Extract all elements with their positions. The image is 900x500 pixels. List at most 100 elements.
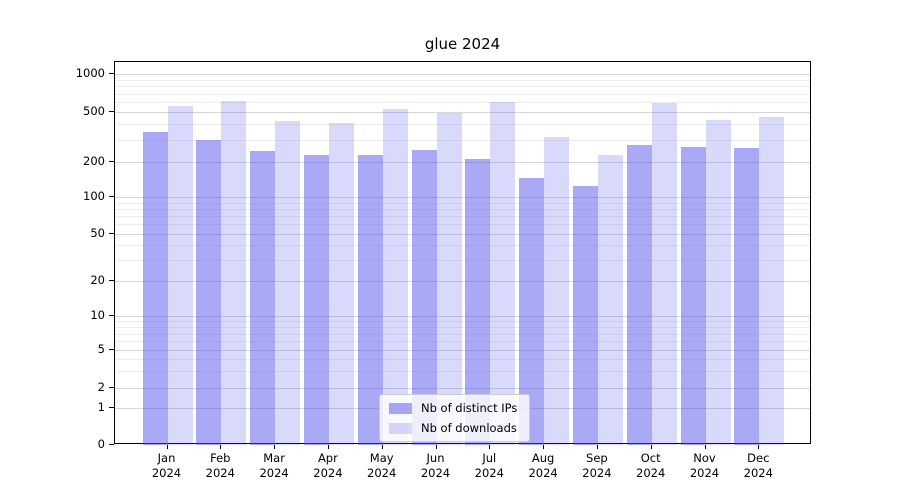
gridline-major <box>115 233 810 235</box>
bar-downloads <box>544 137 570 445</box>
x-tick-label-line: 2024 <box>259 466 289 480</box>
legend-swatch-downloads <box>389 422 412 434</box>
x-tick-label-line: Feb <box>210 451 231 465</box>
gridline-minor <box>115 260 810 262</box>
gridline-major <box>115 350 810 352</box>
x-tick-label-line: Sep <box>586 451 608 465</box>
x-tick-label: Feb 2024 <box>190 451 250 481</box>
bar-downloads <box>490 102 516 445</box>
bar-downloads <box>221 101 247 445</box>
x-tick-label-line: Aug <box>531 451 555 465</box>
x-tick-mark <box>704 445 706 449</box>
gridline-minor <box>115 359 810 361</box>
y-tick-mark <box>109 315 114 316</box>
y-tick-mark <box>109 444 114 445</box>
x-tick-label-line: May <box>369 451 394 465</box>
x-tick-label: Nov 2024 <box>675 451 735 481</box>
x-tick-label-line: 2024 <box>367 466 397 480</box>
x-tick-mark <box>327 445 329 449</box>
x-tick-label-line: Jun <box>426 451 445 465</box>
x-tick-label: Dec 2024 <box>728 451 788 481</box>
x-tick-label-line: 2024 <box>313 466 343 480</box>
x-tick-mark <box>435 445 437 449</box>
x-tick-label-line: 2024 <box>151 466 182 480</box>
y-tick-label: 20 <box>90 273 105 287</box>
bar-distinct-ips <box>680 147 706 445</box>
bar-distinct-ips <box>303 155 329 445</box>
x-tick-label-line: 2024 <box>582 466 612 480</box>
y-tick-label: 1000 <box>75 66 105 80</box>
x-tick-label: Jul 2024 <box>459 451 519 481</box>
x-tick-label-line: Dec <box>747 451 770 465</box>
x-tick-label-line: 2024 <box>689 466 720 480</box>
x-tick-label: May 2024 <box>352 451 412 481</box>
gridline-minor <box>115 139 810 141</box>
bar-distinct-ips <box>572 185 598 445</box>
gridline-major <box>115 281 810 282</box>
bar-downloads <box>382 109 408 445</box>
x-tick-mark <box>381 445 383 449</box>
gridline-minor <box>115 341 810 343</box>
gridline-minor <box>115 102 810 103</box>
legend-label: Nb of distinct IPs <box>421 401 518 415</box>
x-tick-label: Sep 2024 <box>567 451 627 481</box>
x-tick-mark <box>758 445 760 449</box>
bar-downloads <box>436 112 462 445</box>
gridline-minor <box>115 321 810 323</box>
y-tick-label: 5 <box>97 342 105 357</box>
y-tick-mark <box>109 196 114 197</box>
y-tick-label: 0 <box>97 437 105 451</box>
gridline-major <box>115 387 810 389</box>
bar-downloads <box>167 105 193 445</box>
legend-label: Nb of downloads <box>421 421 517 435</box>
x-tick-label-line: 2024 <box>743 466 773 480</box>
x-tick-label-line: Mar <box>263 451 285 465</box>
gridline-minor <box>115 202 810 204</box>
chart-title: glue 2024 <box>424 35 501 53</box>
y-tick-mark <box>109 232 114 234</box>
bar-downloads <box>328 123 354 445</box>
bar-distinct-ips <box>250 150 276 445</box>
gridline-major <box>115 74 810 75</box>
x-tick-mark <box>543 445 545 449</box>
gridline-minor <box>115 208 810 210</box>
y-tick-mark <box>109 386 114 388</box>
x-tick-mark <box>220 445 222 449</box>
y-tick-label: 100 <box>83 189 105 203</box>
legend-swatch-distinct-ips <box>389 402 412 414</box>
gridline-minor <box>115 371 810 373</box>
y-tick-mark <box>109 160 114 162</box>
x-tick-label: Mar 2024 <box>244 451 304 481</box>
gridline-minor <box>115 86 810 88</box>
bar-distinct-ips <box>626 145 652 445</box>
gridline-minor <box>115 79 810 81</box>
x-tick-mark <box>274 445 276 449</box>
x-tick-label-line: Jul <box>482 451 497 465</box>
bar-distinct-ips <box>142 132 168 445</box>
bar-downloads <box>275 121 301 445</box>
x-tick-label-line: 2024 <box>474 466 504 480</box>
x-tick-label: Apr 2024 <box>298 451 358 481</box>
legend: Nb of distinct IPs Nb of downloads <box>379 394 531 442</box>
x-tick-mark <box>650 445 652 449</box>
x-tick-label: Jun 2024 <box>406 451 466 481</box>
x-tick-label: Jan 2024 <box>137 451 197 481</box>
gridline-major <box>115 316 810 317</box>
x-tick-label-line: Jan <box>157 451 176 465</box>
x-tick-mark <box>596 445 598 449</box>
gridline-minor <box>115 333 810 335</box>
x-tick-label-line: Oct <box>640 451 661 465</box>
x-tick-label-line: 2024 <box>420 466 451 480</box>
x-tick-mark <box>489 445 491 449</box>
gridline-minor <box>115 327 810 329</box>
gridline-minor <box>115 124 810 126</box>
y-tick-label: 500 <box>83 104 105 118</box>
y-tick-label: 1 <box>97 400 105 415</box>
gridline-minor <box>115 215 810 217</box>
gridline-major <box>115 112 810 113</box>
x-tick-label-line: Nov <box>693 451 716 465</box>
bar-downloads <box>597 154 623 445</box>
y-tick-label: 200 <box>83 153 105 168</box>
bar-distinct-ips <box>196 139 222 445</box>
y-tick-mark <box>109 111 114 112</box>
